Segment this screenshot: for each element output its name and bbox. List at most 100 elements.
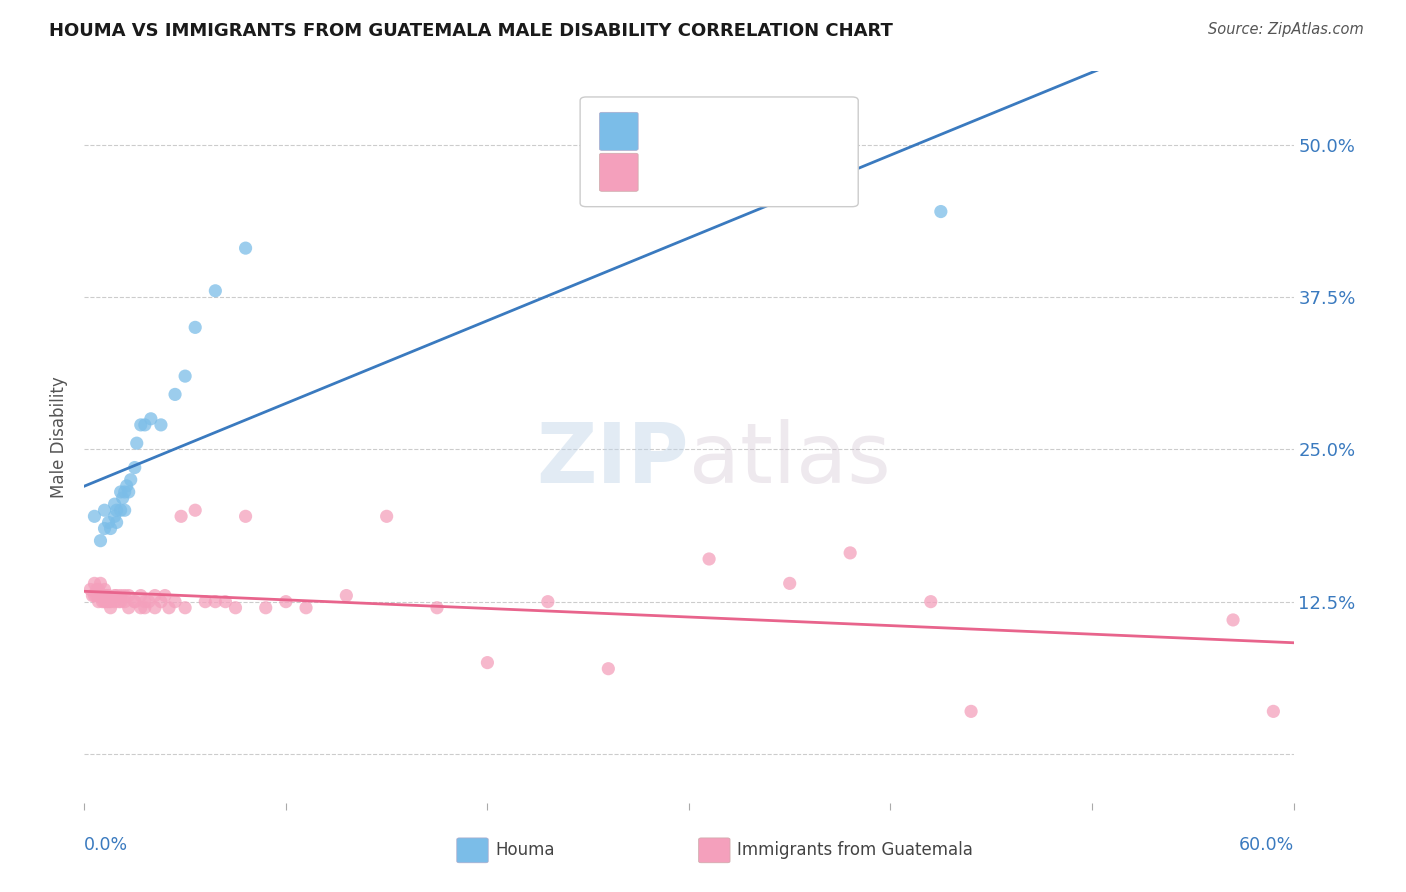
Point: [107, 594, 129, 608]
FancyBboxPatch shape: [457, 838, 488, 863]
Text: 70: 70: [787, 165, 808, 180]
Point: [818, 168, 841, 182]
Point: [97, 594, 120, 608]
Point: [170, 509, 193, 524]
Point: [153, 589, 176, 603]
Point: [114, 594, 136, 608]
FancyBboxPatch shape: [599, 153, 638, 191]
Point: [174, 369, 197, 384]
FancyBboxPatch shape: [699, 838, 730, 863]
Point: [426, 600, 449, 615]
Point: [194, 594, 217, 608]
Point: [89, 533, 111, 548]
Point: [96, 589, 118, 603]
Point: [149, 594, 172, 608]
Point: [87, 594, 110, 608]
Text: R =: R =: [657, 165, 692, 180]
Point: [295, 600, 318, 615]
Point: [184, 503, 207, 517]
Point: [537, 594, 560, 608]
Point: [100, 594, 122, 608]
FancyBboxPatch shape: [581, 97, 858, 207]
Text: 60.0%: 60.0%: [1239, 836, 1294, 854]
Point: [204, 594, 226, 608]
Point: [134, 594, 156, 608]
Point: [157, 600, 180, 615]
Point: [97, 589, 120, 603]
Point: [118, 600, 141, 615]
Text: HOUMA VS IMMIGRANTS FROM GUATEMALA MALE DISABILITY CORRELATION CHART: HOUMA VS IMMIGRANTS FROM GUATEMALA MALE …: [49, 22, 893, 40]
Point: [89, 576, 111, 591]
Point: [105, 503, 128, 517]
Point: [235, 509, 257, 524]
Point: [118, 589, 141, 603]
Text: 31: 31: [787, 124, 808, 139]
Point: [114, 485, 136, 500]
Point: [214, 594, 236, 608]
Point: [105, 589, 128, 603]
Point: [97, 516, 120, 530]
Point: [134, 600, 156, 615]
Point: [143, 600, 166, 615]
Point: [93, 521, 115, 535]
Point: [598, 662, 620, 676]
Point: [93, 503, 115, 517]
Point: [110, 594, 132, 608]
Point: [115, 479, 138, 493]
Point: [83, 509, 105, 524]
Point: [100, 521, 122, 535]
Point: [134, 417, 156, 432]
Text: Immigrants from Guatemala: Immigrants from Guatemala: [737, 841, 973, 859]
Point: [87, 582, 110, 597]
Point: [111, 491, 134, 505]
Point: [124, 594, 146, 608]
Point: [375, 509, 398, 524]
Point: [129, 417, 152, 432]
Text: atlas: atlas: [689, 418, 890, 500]
Text: ZIP: ZIP: [537, 418, 689, 500]
Point: [960, 705, 983, 719]
Point: [93, 594, 115, 608]
Point: [104, 589, 127, 603]
Point: [235, 241, 257, 255]
Point: [105, 516, 128, 530]
Point: [91, 589, 114, 603]
Point: [96, 594, 118, 608]
Point: [274, 594, 297, 608]
Point: [129, 600, 152, 615]
Point: [86, 589, 108, 603]
Point: [110, 485, 132, 500]
Point: [929, 204, 952, 219]
Point: [920, 594, 942, 608]
Point: [120, 473, 142, 487]
Point: [124, 460, 146, 475]
Point: [335, 589, 357, 603]
Point: [124, 594, 146, 608]
Point: [143, 589, 166, 603]
Point: [93, 582, 115, 597]
Point: [93, 589, 115, 603]
Point: [83, 576, 105, 591]
Point: [225, 600, 247, 615]
FancyBboxPatch shape: [599, 112, 638, 151]
Point: [118, 485, 141, 500]
Point: [839, 546, 862, 560]
Text: N =: N =: [747, 124, 783, 139]
Point: [91, 594, 114, 608]
Point: [87, 589, 110, 603]
Point: [114, 503, 136, 517]
Point: [129, 589, 152, 603]
Text: 0.0%: 0.0%: [84, 836, 128, 854]
Point: [104, 594, 127, 608]
Point: [86, 582, 108, 597]
Point: [79, 582, 101, 597]
Y-axis label: Male Disability: Male Disability: [51, 376, 69, 498]
Text: -0.262: -0.262: [696, 165, 754, 180]
Point: [138, 594, 160, 608]
Point: [1263, 705, 1285, 719]
Point: [165, 594, 187, 608]
Point: [110, 589, 132, 603]
Text: Source: ZipAtlas.com: Source: ZipAtlas.com: [1208, 22, 1364, 37]
Text: R =: R =: [657, 124, 692, 139]
Point: [125, 436, 148, 450]
